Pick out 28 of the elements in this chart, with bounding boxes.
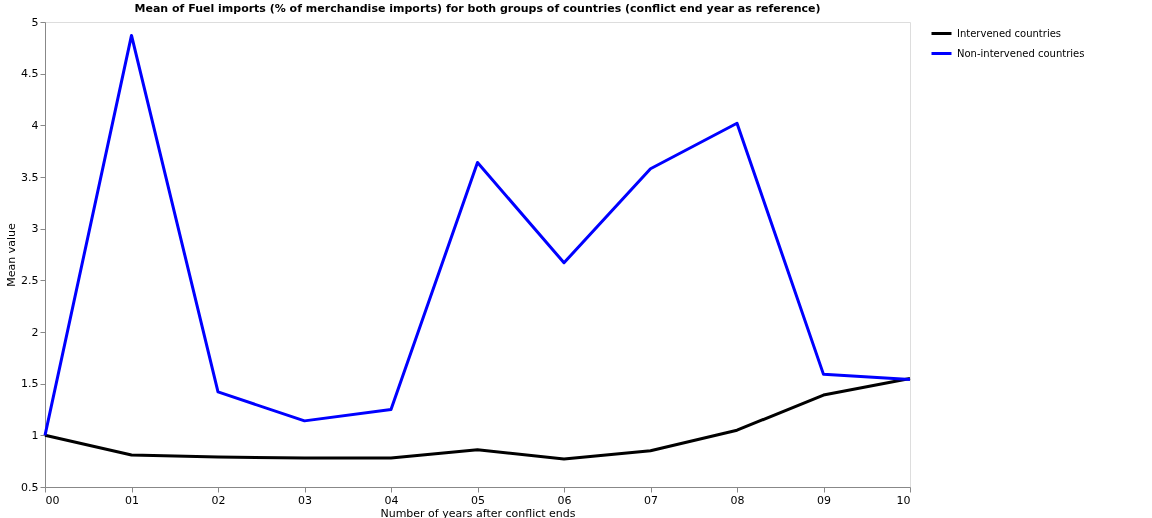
x-tick-label: 09 — [817, 493, 831, 507]
y-tick-label: 2 — [31, 325, 39, 339]
x-tick-label: 06 — [557, 493, 572, 507]
y-tick-label: 3.5 — [21, 170, 39, 184]
y-axis-title: Mean value — [5, 223, 19, 287]
legend-label: Intervened countries — [957, 27, 1062, 39]
y-tick-label: 1.5 — [21, 377, 39, 391]
x-tick-label: 10 — [896, 493, 911, 507]
y-tick-label: 5 — [31, 15, 39, 29]
x-tick-label: 04 — [384, 493, 399, 507]
y-tick-label: 2.5 — [21, 273, 39, 287]
y-tick-label: 3 — [31, 222, 39, 236]
y-tick-label: 4.5 — [21, 67, 39, 81]
x-tick-label: 02 — [211, 493, 226, 507]
line-series — [43, 33, 912, 437]
y-tick-label: 4 — [31, 118, 39, 132]
x-tick-label: 07 — [644, 493, 658, 507]
chart-title: Mean of Fuel imports (% of merchandise imports) for both groups of countries (conflict end year as reference) — [134, 2, 821, 15]
y-tick-label: 1 — [31, 428, 39, 442]
legend-label: Non-intervened countries — [957, 47, 1085, 59]
line-series — [43, 377, 912, 461]
x-tick-label: 08 — [730, 493, 745, 507]
x-tick-label: 03 — [298, 493, 312, 507]
x-axis-title: Number of years after conflict ends — [380, 506, 576, 518]
y-tick-label: 0.5 — [21, 480, 39, 494]
x-tick-label: 00 — [45, 493, 60, 507]
x-tick-label: 01 — [125, 493, 139, 507]
x-tick-label: 05 — [471, 493, 485, 507]
